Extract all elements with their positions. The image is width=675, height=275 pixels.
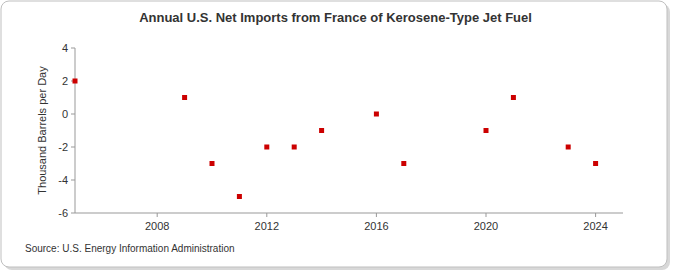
x-tick	[157, 213, 158, 217]
y-tick-label: -4	[58, 174, 68, 186]
point	[511, 95, 516, 100]
title: Annual U.S. Net Imports from France of K…	[139, 10, 532, 25]
x-tick	[486, 213, 487, 217]
x-tick-label: 2012	[255, 220, 279, 232]
points	[73, 79, 599, 200]
frame	[1, 1, 667, 267]
chart-svg: Annual U.S. Net Imports from France of K…	[0, 0, 675, 275]
point	[593, 161, 598, 166]
x-tick-label: 2024	[583, 220, 607, 232]
point	[73, 79, 78, 84]
point	[292, 145, 297, 150]
x-tick	[266, 213, 267, 217]
source: Source: U.S. Energy Information Administ…	[25, 243, 235, 254]
y-tick-label: 0	[62, 108, 68, 120]
y-tick	[71, 213, 75, 214]
y-axis	[75, 48, 76, 213]
y-tick-label: -2	[58, 141, 68, 153]
point	[237, 194, 242, 199]
y-tick-label: 2	[62, 75, 68, 87]
point	[484, 128, 489, 133]
y-tick	[71, 48, 75, 49]
x-tick-label: 2008	[145, 220, 169, 232]
point	[210, 161, 215, 166]
point	[566, 145, 571, 150]
x-tick-label: 2016	[364, 220, 388, 232]
x-tick	[595, 213, 596, 217]
point	[374, 112, 379, 117]
point	[182, 95, 187, 100]
point	[264, 145, 269, 150]
y-tick-label: 4	[62, 42, 68, 54]
y-tick	[71, 180, 75, 181]
point	[401, 161, 406, 166]
y-tick	[71, 147, 75, 148]
y-tick-label: -6	[58, 207, 68, 219]
y-tick	[71, 114, 75, 115]
chart-root: Annual U.S. Net Imports from France of K…	[0, 0, 675, 275]
y-axis-label: Thousand Barrels per Day	[36, 66, 48, 195]
x-tick-label: 2020	[474, 220, 498, 232]
x-tick	[376, 213, 377, 217]
point	[319, 128, 324, 133]
